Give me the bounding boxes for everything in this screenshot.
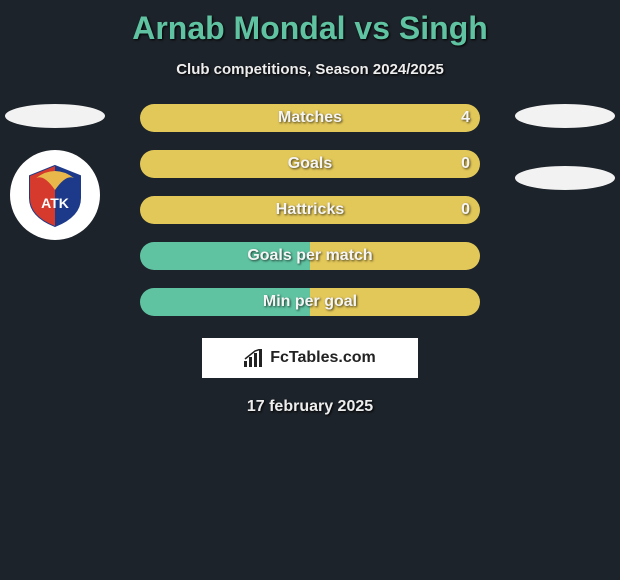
bar-label: Min per goal (263, 293, 357, 311)
comparison-chart: ATK Matches 4 Goals 0 Hattricks 0 Goals per ma… (0, 104, 620, 316)
bar-label: Goals per match (247, 247, 372, 265)
page-subtitle: Club competitions, Season 2024/2025 (0, 61, 620, 78)
bar-label: Hattricks (276, 201, 344, 219)
watermark: FcTables.com (202, 338, 418, 378)
stat-bar: Matches 4 (140, 104, 480, 132)
bar-value-right: 0 (461, 201, 470, 219)
club-logo-left: ATK (10, 150, 100, 240)
stat-bar: Goals per match (140, 242, 480, 270)
stat-bar: Min per goal (140, 288, 480, 316)
player-photo-placeholder (515, 104, 615, 128)
player-photo-placeholder (5, 104, 105, 128)
bar-value-right: 0 (461, 155, 470, 173)
right-player-images (510, 104, 620, 190)
stat-bar: Hattricks 0 (140, 196, 480, 224)
club-logo-placeholder (515, 166, 615, 190)
chart-icon (244, 349, 264, 367)
svg-text:ATK: ATK (41, 195, 69, 211)
watermark-text: FcTables.com (270, 349, 376, 367)
atk-logo-icon: ATK (20, 160, 90, 230)
bar-value-right: 4 (461, 109, 470, 127)
stat-bars: Matches 4 Goals 0 Hattricks 0 Goals per match M… (140, 104, 480, 316)
date-text: 17 february 2025 (0, 398, 620, 416)
page-title: Arnab Mondal vs Singh (0, 0, 620, 47)
stat-bar: Goals 0 (140, 150, 480, 178)
bar-label: Matches (278, 109, 342, 127)
bar-label: Goals (288, 155, 332, 173)
left-player-images: ATK (0, 104, 110, 240)
